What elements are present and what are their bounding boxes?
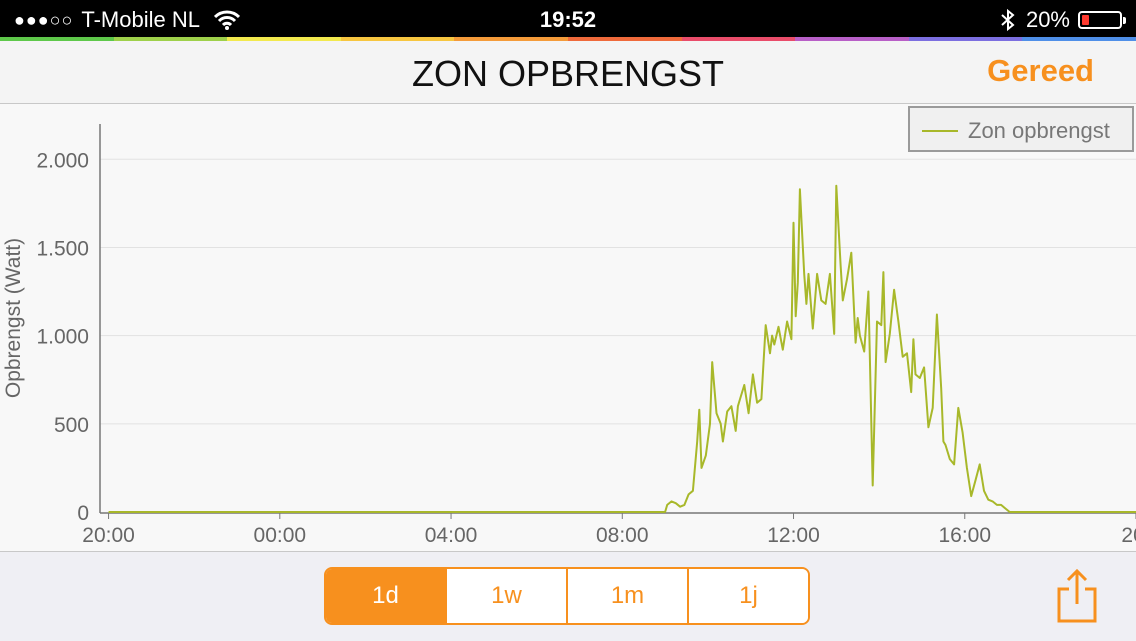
solar-output-chart[interactable]: 0 500 1.000 1.500 2.000 20:00 00:00 04:00 08:00 1…: [0, 104, 1136, 551]
y-tick-label: 1.500: [36, 237, 89, 260]
legend-swatch: [922, 130, 958, 132]
rainbow-segment: [340, 37, 455, 41]
time-range-selector[interactable]: 1d 1w 1m 1j: [324, 567, 810, 625]
rainbow-segment: [681, 37, 796, 41]
legend-label: Zon opbrengst: [968, 118, 1110, 143]
series-line-zon-opbrengst: [108, 184, 1136, 513]
y-axis-label: Opbrengst (Watt): [2, 238, 25, 398]
rainbow-segment: [113, 37, 228, 41]
done-button[interactable]: Gereed: [987, 53, 1094, 88]
bluetooth-icon: [1001, 8, 1015, 32]
battery-level: [1082, 15, 1090, 25]
range-tab-1m[interactable]: 1m: [566, 569, 687, 623]
carrier-name: T-Mobile NL: [81, 7, 200, 32]
chart-area[interactable]: 0 500 1.000 1.500 2.000 20:00 00:00 04:00 08:00 1…: [0, 104, 1136, 551]
status-time: 19:52: [539, 7, 597, 32]
y-tick-label: 0: [77, 502, 89, 525]
rainbow-segment: [795, 37, 909, 41]
range-tab-1d[interactable]: 1d: [326, 569, 445, 623]
rainbow-segment: [227, 37, 341, 41]
x-tick-label: 12:00: [767, 524, 820, 547]
range-tab-1j[interactable]: 1j: [687, 569, 808, 623]
x-tick-label: 08:00: [596, 524, 649, 547]
x-tick-label: 04:00: [425, 524, 478, 547]
bottom-toolbar: 1d 1w 1m 1j: [0, 551, 1136, 641]
range-tab-1w[interactable]: 1w: [445, 569, 566, 623]
rainbow-segment: [0, 37, 114, 41]
battery-percentage: 20%: [1025, 7, 1070, 32]
x-tick-label: 20:00: [82, 524, 135, 547]
x-tick-label: 16:00: [938, 524, 991, 547]
rainbow-segment: [454, 37, 568, 41]
rainbow-segment: [908, 37, 1023, 41]
rainbow-segment: [567, 37, 682, 41]
rainbow-stripe: [0, 37, 1136, 41]
x-tick-label: 00:00: [254, 524, 307, 547]
status-bar: ●●●○○ T-Mobile NL 19:52 20%: [0, 0, 1136, 40]
x-tick-label: 20:: [1121, 524, 1136, 547]
y-tick-label: 500: [54, 414, 89, 437]
rainbow-segment: [1022, 37, 1136, 41]
wifi-icon: [213, 10, 240, 30]
battery-icon: [1078, 11, 1126, 29]
navigation-bar: ZON OPBRENGST Gereed: [0, 41, 1136, 104]
chart-legend: Zon opbrengst: [908, 106, 1134, 152]
y-tick-label: 1.000: [36, 326, 89, 349]
signal-strength-indicator: ●●●○○: [14, 9, 74, 30]
page-title: ZON OPBRENGST: [411, 53, 725, 94]
y-tick-label: 2.000: [36, 149, 89, 172]
share-icon[interactable]: [1054, 567, 1100, 627]
